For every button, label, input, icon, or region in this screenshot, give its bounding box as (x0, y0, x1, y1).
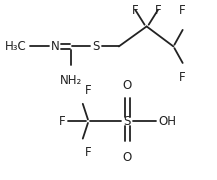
Text: F: F (132, 4, 139, 17)
Text: O: O (122, 79, 132, 92)
Text: F: F (59, 115, 65, 128)
Text: O: O (122, 151, 132, 164)
Text: S: S (92, 40, 100, 53)
Text: NH₂: NH₂ (60, 74, 83, 87)
Text: F: F (85, 146, 91, 159)
Text: H₃C: H₃C (4, 40, 26, 53)
Text: S: S (123, 115, 131, 128)
Text: F: F (155, 4, 161, 17)
Text: F: F (85, 84, 91, 97)
Text: N: N (51, 40, 59, 53)
Text: F: F (179, 71, 186, 84)
Text: F: F (179, 4, 186, 17)
Text: OH: OH (158, 115, 176, 128)
